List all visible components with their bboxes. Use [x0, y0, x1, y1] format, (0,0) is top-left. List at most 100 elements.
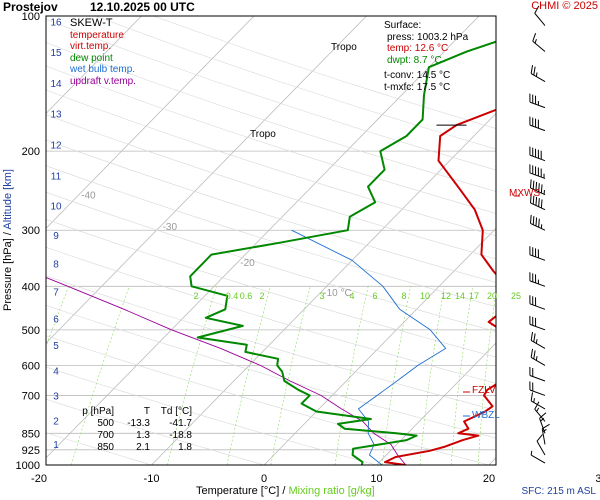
mixing-ratio-line	[513, 286, 528, 465]
altitude-tick-label: 2	[53, 416, 59, 427]
wind-barb-staff	[532, 40, 546, 52]
mixing-ratio-line	[382, 286, 411, 465]
mixing-ratio-label: 0.4	[226, 291, 239, 301]
dry-adiabat	[46, 432, 152, 465]
wind-barb-flag	[534, 5, 540, 14]
temperature-tick-label: -10	[144, 473, 160, 485]
table-header-row: p [hPa] T Td [°C]	[78, 406, 192, 418]
legend-item-updraft: updraft v.temp.	[70, 75, 136, 87]
summary-table: p [hPa] T Td [°C] 500 -13.3 -41.7 700 1.…	[78, 406, 192, 454]
mixing-ratio-label: 14	[455, 291, 465, 301]
wind-barb-staff	[529, 254, 546, 261]
altitude-tick-label: 9	[53, 231, 59, 242]
surface-altitude-label: SFC: 215 m ASL	[521, 486, 596, 497]
credit-label: CHMI © 2025	[531, 0, 598, 12]
mixing-ratio-label: 10	[420, 291, 430, 301]
dry-adiabat	[46, 219, 496, 358]
altitude-tick-label: 15	[50, 48, 62, 59]
altitude-tick-label: 10	[50, 202, 62, 213]
surface-press: press: 1003.2 hPa	[387, 31, 469, 43]
mixing-ratio-line	[0, 286, 23, 465]
wind-barb-staff	[529, 172, 546, 179]
pressure-tick-label: 400	[22, 281, 40, 293]
wind-barb-staff	[530, 356, 546, 366]
surface-panel: Surface: press: 1003.2 hPa temp: 12.6 °C…	[384, 20, 468, 93]
isotherm-label: -20	[240, 258, 255, 269]
mixing-ratio-line	[419, 286, 445, 465]
wind-barb-staff	[529, 101, 546, 109]
wind-barb-staff	[530, 339, 546, 349]
wind-barb-staff	[529, 280, 546, 287]
wind-barb-half-flag	[534, 39, 537, 44]
legend-item-dew-point: dew point	[70, 52, 113, 64]
wind-barb-flag	[530, 194, 532, 203]
wind-barb-staff	[529, 375, 546, 382]
pressure-axis-label: Pressure [hPa]	[2, 238, 14, 311]
altitude-tick-label: 14	[50, 79, 62, 90]
pressure-tick-label: 500	[22, 325, 40, 337]
axis-label-separator: /	[2, 232, 14, 236]
pressure-tick-label: 600	[22, 360, 40, 372]
dry-adiabat	[46, 398, 265, 465]
altitude-tick-label: 8	[53, 260, 59, 271]
isotherm-label: -40	[81, 191, 96, 202]
mixing-ratio-label: 17	[469, 291, 479, 301]
mixing-ratio-label: 4	[349, 291, 354, 301]
dry-adiabat	[46, 275, 496, 411]
table-cell: 700	[97, 430, 114, 441]
legend-item-wet-bulb: wet bulb temp.	[70, 64, 136, 75]
temperature-line	[384, 108, 496, 465]
table-cell: 850	[97, 442, 114, 453]
altitude-tick-label: 5	[53, 341, 59, 352]
wind-barb-flag	[540, 184, 543, 194]
table-header: Td [°C]	[160, 406, 192, 417]
mixing-ratio-label: 12	[441, 291, 451, 301]
updraft-virtual-temp-line	[46, 276, 407, 465]
wind-barb-staff	[529, 303, 546, 310]
table-cell: 2.1	[136, 442, 150, 453]
wind-barb-half-flag	[535, 72, 538, 77]
wind-barb-flag	[530, 65, 534, 74]
table-cell: 500	[97, 418, 114, 429]
table-cell: 1.3	[136, 430, 150, 441]
mixing-ratio-line	[334, 286, 369, 465]
mixing-ratio-line	[167, 286, 217, 465]
mixing-ratio-line	[477, 290, 496, 465]
isotherm-line	[376, 342, 496, 465]
wind-barb-flag	[533, 66, 536, 76]
wind-barb-flag	[535, 196, 538, 206]
wind-barb-staff	[529, 124, 546, 132]
wind-barb-flag	[532, 195, 535, 205]
wind-barb-half-flag	[530, 450, 533, 456]
dry-adiabat	[46, 89, 496, 237]
wind-barb-flag	[530, 179, 532, 188]
temperature-tick-label: 20	[483, 473, 495, 485]
plot-frame	[45, 15, 497, 466]
table-row: 850 2.1 1.8	[78, 442, 192, 454]
dry-adiabat	[46, 165, 496, 307]
dry-adiabat	[46, 191, 496, 332]
wind-barb-flag	[532, 216, 535, 225]
plot-area	[0, 16, 528, 465]
isotherm-line	[46, 16, 367, 344]
wind-barb-flag	[532, 33, 537, 42]
legend-item-temperature: temperature	[70, 29, 124, 41]
altitude-tick-label: 6	[53, 315, 59, 326]
table-cell: -18.8	[169, 430, 192, 441]
tropopause-label-lower: Tropo	[250, 129, 276, 140]
dry-adiabat	[46, 114, 496, 260]
pressure-tick-label: 300	[22, 225, 40, 237]
altitude-tick-label: 3	[53, 392, 59, 403]
legend-title: SKEW-T	[70, 17, 113, 29]
altitude-axis-label: Altitude [km]	[2, 169, 14, 230]
mixing-ratio-line	[270, 286, 311, 465]
wind-barb-half-flag	[536, 407, 540, 412]
wind-barb-flag	[535, 217, 538, 227]
mxws-marker-label: MXWS	[509, 188, 541, 199]
wind-barb-flag	[533, 333, 536, 343]
temperature-tick-label: -20	[31, 473, 47, 485]
pressure-tick-label: 850	[22, 428, 40, 440]
surface-temp: temp: 12.6 °C	[387, 43, 449, 54]
